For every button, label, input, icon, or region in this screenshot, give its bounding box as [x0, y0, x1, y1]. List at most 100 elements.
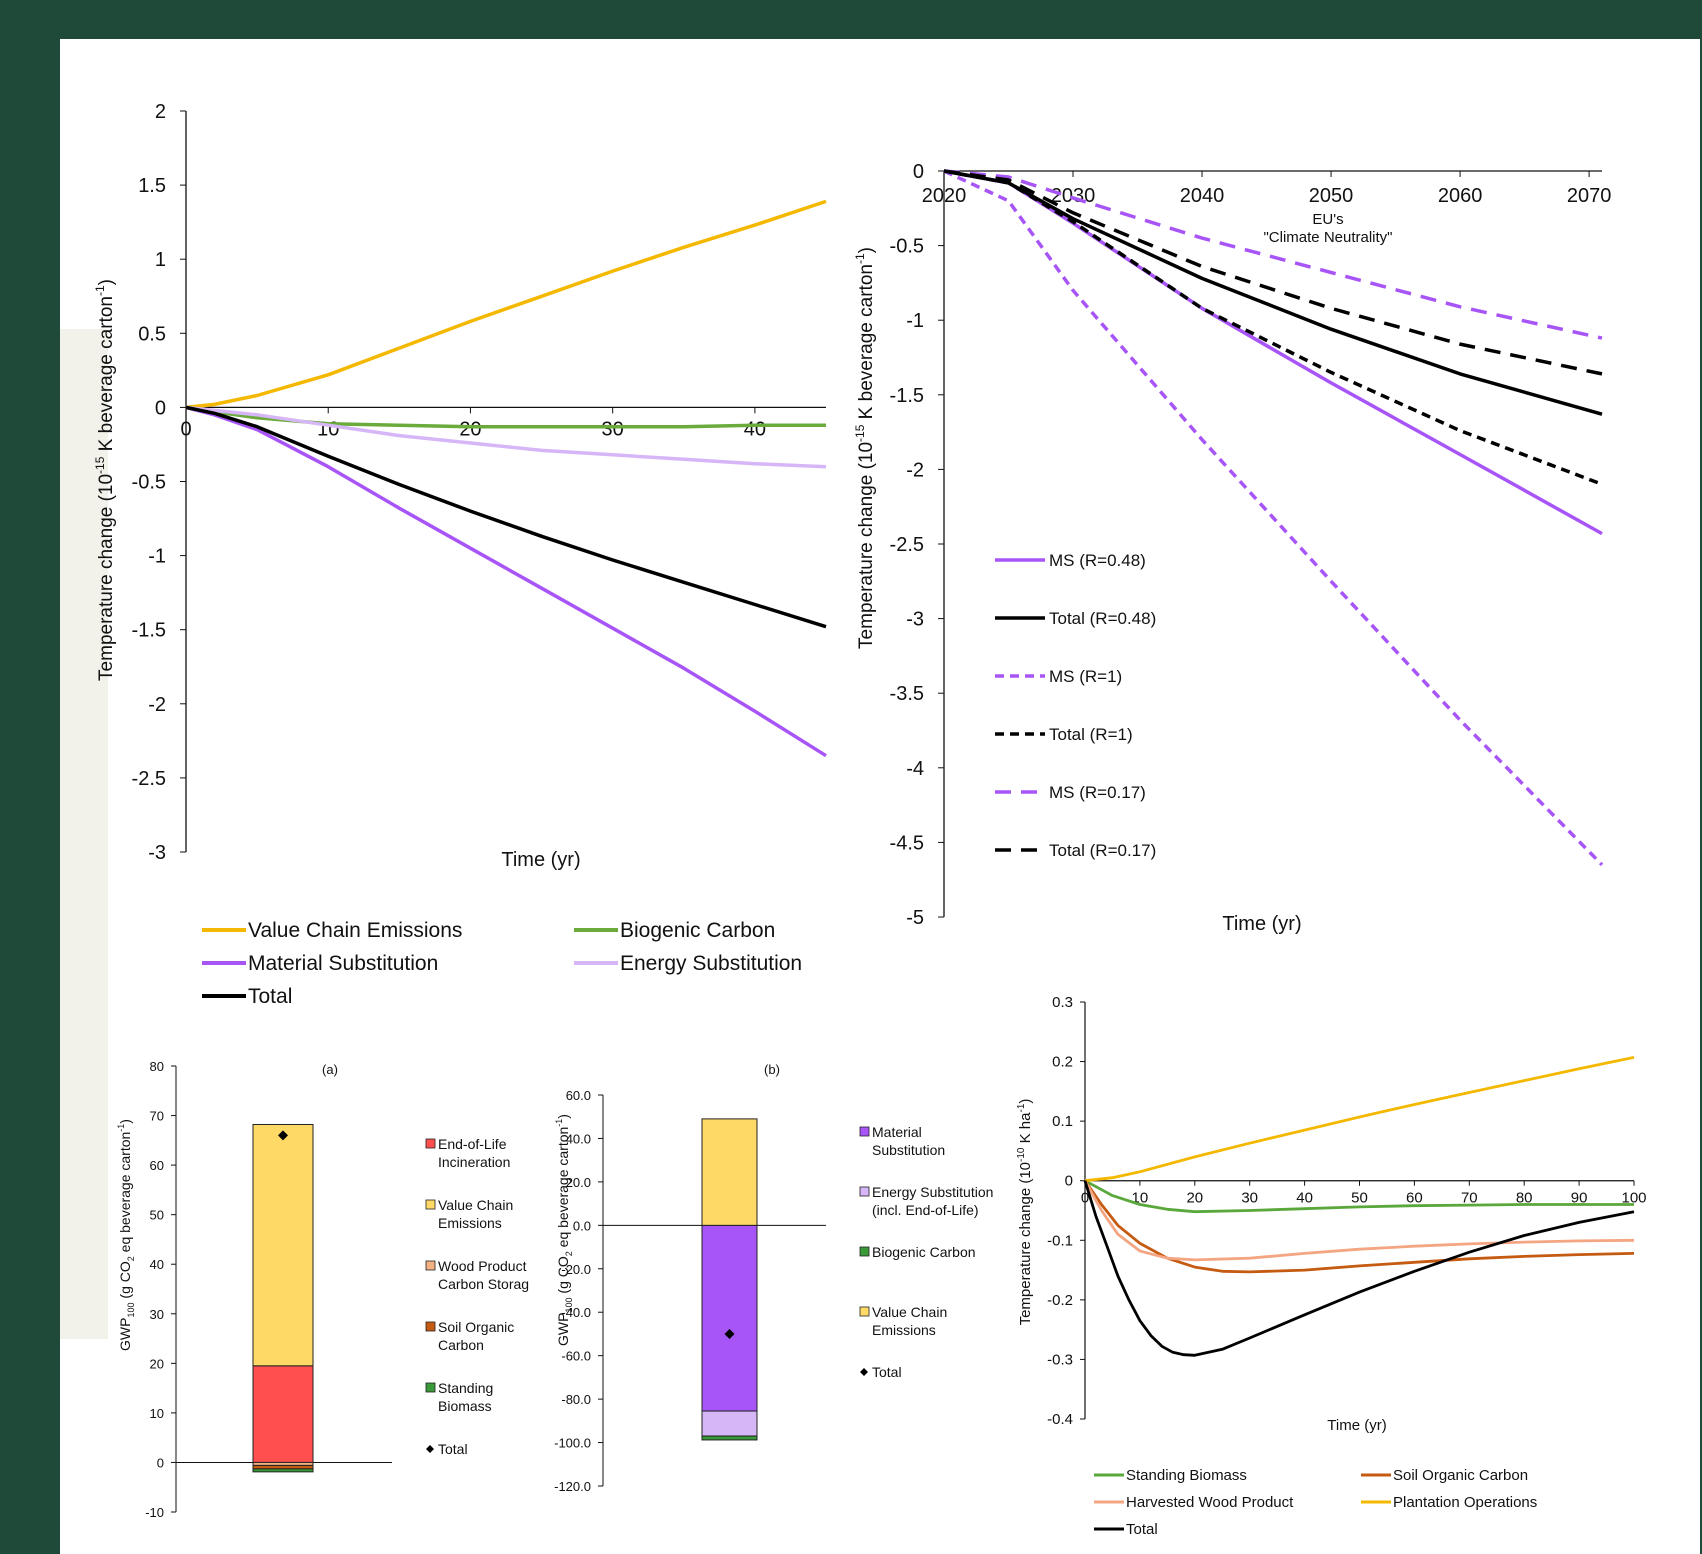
c4-y-tick-label: -100.0 [554, 1436, 591, 1451]
c3-legend-swatch [425, 1260, 436, 1271]
c4-legend-total-label: Total [872, 1364, 902, 1380]
c1-y-tick-label: -3 [148, 842, 166, 864]
c5-y-tick-label: 0 [1065, 1173, 1073, 1190]
c4-total-marker [724, 1328, 735, 1339]
c2-y-tick-label: -4.5 [890, 832, 924, 854]
figure-canvas [60, 39, 1700, 1554]
c4-y-tick-label: 60.0 [566, 1088, 591, 1103]
c1-x-tick-label: 20 [459, 418, 481, 440]
c5-series-line [1083, 1180, 1635, 1357]
c2-series-line [943, 169, 1603, 416]
c1-legend: Value Chain Emissions Biogenic Carbon Mate… [202, 919, 802, 1008]
c3-y-tick-label: 20 [150, 1356, 164, 1371]
c5-x-tick-label: 60 [1406, 1190, 1423, 1207]
c1-legend-label: Total [248, 985, 292, 1008]
c1-y-tick-label: 0 [155, 397, 166, 419]
c1-y-tick-label: 2 [155, 101, 166, 123]
c1-legend-label: Value Chain Emissions [248, 919, 462, 942]
c1-y-axis-label: Temperature change (10-15 K beverage car… [93, 279, 117, 681]
c3-legend-label: Carbon Storag [438, 1276, 529, 1292]
c5-legend-label: Total [1126, 1521, 1158, 1538]
c1-y-tick-label: 1.5 [138, 175, 166, 197]
c2-legend-label: Total (R=1) [1049, 725, 1133, 744]
c4-legend-swatch [859, 1246, 870, 1257]
c3-y-tick-label: 50 [150, 1208, 164, 1223]
c2-y-tick-label: -3 [906, 609, 924, 631]
c5-x-tick-label: 100 [1621, 1190, 1646, 1207]
c4-legend-swatch [859, 1126, 870, 1137]
c5-x-tick-label: 20 [1186, 1190, 1203, 1207]
c5-x-tick-label: 30 [1241, 1190, 1258, 1207]
c2-legend-label: MS (R=0.17) [1049, 783, 1146, 802]
c1-series-line [185, 405, 826, 429]
c5-x-tick-label: 50 [1351, 1190, 1368, 1207]
c3-bar-segment [252, 1464, 314, 1470]
c5-legend-label: Soil Organic Carbon [1393, 1467, 1528, 1484]
c1-x-tick-label: 30 [602, 418, 624, 440]
left-shade [60, 329, 108, 1339]
c2-series-line [943, 169, 1603, 376]
c5-series-line [1084, 1179, 1634, 1214]
c4-y-tick-label: -20.0 [561, 1262, 591, 1277]
c4-legend-label: Energy Substitution [872, 1184, 993, 1200]
c2-y-tick-label: -2.5 [890, 534, 924, 556]
c2-y-tick-label: -0.5 [890, 236, 924, 258]
c5-series-line [1083, 1180, 1635, 1262]
c2-legend-label: MS (R=1) [1049, 667, 1122, 686]
c2-legend-label: Total (R=0.17) [1049, 841, 1156, 860]
c4-legend-swatch [859, 1186, 870, 1197]
c5-y-tick-label: -0.4 [1047, 1411, 1073, 1428]
c3-legend-label: Emissions [438, 1215, 502, 1231]
c2-y-tick-label: -4 [906, 758, 924, 780]
c3-legend-swatch [425, 1321, 436, 1332]
chart-temperature-per-hectare: Temperature change (10-10 K ha-1) Time (… [1016, 994, 1647, 1538]
c5-series-line [1084, 1056, 1635, 1183]
c5-y-tick-label: 0.3 [1052, 994, 1073, 1011]
c3-legend-swatch [425, 1382, 436, 1393]
c4-y-tick-label: -120.0 [554, 1479, 591, 1494]
c2-series-line [943, 169, 1604, 867]
c2-y-tick-label: -3.5 [890, 683, 924, 705]
c4-legend-label: (incl. End-of-Life) [872, 1202, 979, 1218]
c5-legend-label: Plantation Operations [1393, 1494, 1537, 1511]
c4-y-tick-label: -80.0 [561, 1392, 591, 1407]
c4-y-tick-label: -40.0 [561, 1305, 591, 1320]
chart-temperature-components: Temperature change (10-15 K beverage car… [93, 101, 827, 1008]
c4-y-axis-label: GWP100 (g CO2 eq beverage carton-1) [554, 1114, 574, 1346]
c2-series-line [943, 169, 1603, 486]
c4-y-tick-label: 20.0 [566, 1175, 591, 1190]
c4-legend-total-marker [860, 1368, 868, 1376]
c2-series-line [943, 169, 1603, 536]
c3-bar-segment [252, 1468, 314, 1473]
c5-x-tick-label: 0 [1081, 1190, 1089, 1207]
c5-y-tick-label: 0.2 [1052, 1054, 1073, 1071]
c1-y-tick-label: -2 [148, 694, 166, 716]
c5-y-tick-label: -0.1 [1047, 1232, 1073, 1249]
c1-series-line [185, 405, 827, 758]
c5-x-axis-label: Time (yr) [1327, 1417, 1386, 1434]
c5-y-tick-label: -0.2 [1047, 1292, 1073, 1309]
c1-y-tick-label: 1 [155, 249, 166, 271]
c4-bar-segment [701, 1118, 758, 1226]
c5-x-tick-label: 80 [1516, 1190, 1533, 1207]
c3-legend-label: End-of-Life [438, 1136, 507, 1152]
c4-y-tick-label: 0.0 [573, 1218, 591, 1233]
c2-x-tick-label: 2020 [922, 185, 967, 207]
c3-y-tick-label: 70 [150, 1109, 164, 1124]
c2-legend-label: Total (R=0.48) [1049, 609, 1156, 628]
c1-x-axis-label: Time (yr) [501, 849, 580, 871]
c1-y-tick-label: -1 [148, 546, 166, 568]
c2-y-tick-label: 0 [913, 161, 924, 183]
c3-legend-label: Carbon [438, 1337, 484, 1353]
c3-y-axis-label: GWP100 (g CO2 eq beverage carton-1) [116, 1119, 136, 1351]
c1-x-tick-label: 40 [744, 418, 766, 440]
c3-legend-label: Value Chain [438, 1197, 513, 1213]
c3-y-tick-label: 10 [150, 1406, 164, 1421]
c3-legend-total-marker [426, 1445, 434, 1453]
c1-x-tick-label: 0 [180, 418, 191, 440]
c2-x-tick-label: 2070 [1567, 185, 1612, 207]
c4-legend-label: Biogenic Carbon [872, 1244, 976, 1260]
c1-series-line [185, 199, 827, 410]
c3-legend-label: Soil Organic [438, 1319, 514, 1335]
